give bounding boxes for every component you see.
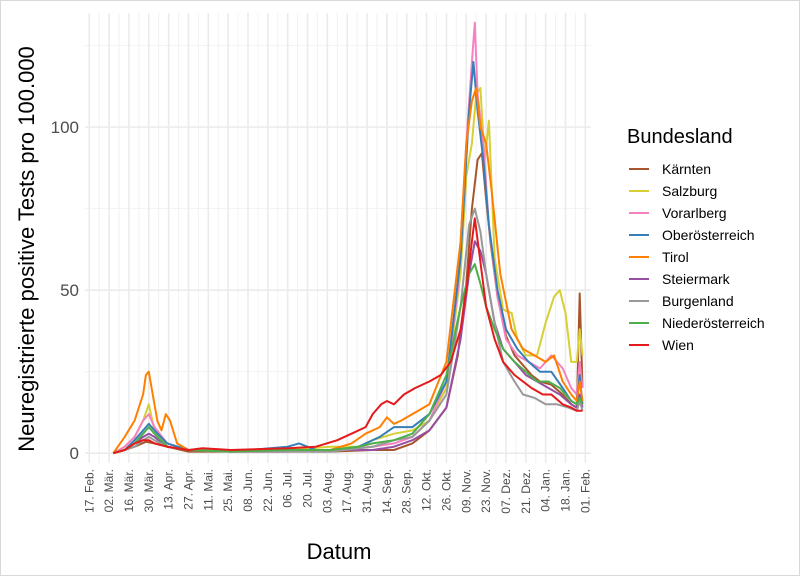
grid-minor	[85, 13, 591, 463]
series-lines	[112, 21, 584, 455]
x-tick-label: 08. Jun.	[241, 469, 255, 512]
x-tick-label: 22. Jun.	[261, 469, 275, 512]
x-tick-label: 09. Nov.	[459, 469, 473, 513]
y-tick-label: 0	[70, 444, 79, 463]
legend-label: Oberösterreich	[662, 227, 755, 243]
legend-label: Salzburg	[662, 183, 717, 199]
legend-label: Steiermark	[662, 271, 731, 287]
x-tick-label: 01. Feb.	[578, 469, 592, 513]
y-tick-labels: 0 50 100	[51, 118, 79, 463]
series-line	[113, 263, 584, 455]
x-tick-label: 04. Jan.	[539, 469, 553, 512]
series-line	[113, 217, 583, 455]
x-tick-label: 27. Apr.	[181, 469, 195, 510]
x-tick-label: 16. Mär.	[122, 469, 136, 512]
x-tick-label: 21. Dez.	[519, 469, 533, 514]
x-tick-label: 12. Okt.	[420, 469, 434, 511]
series-line	[112, 87, 584, 454]
y-tick-label: 100	[51, 118, 79, 137]
x-tick-label: 11. Mai.	[201, 469, 215, 511]
legend-label: Niederösterreich	[662, 315, 765, 331]
x-tick-label: 17. Feb.	[82, 469, 96, 513]
x-tick-label: 23. Nov.	[479, 469, 493, 513]
legend-label: Kärnten	[662, 161, 711, 177]
series-line	[113, 240, 584, 455]
x-tick-label: 18. Jan.	[558, 469, 572, 512]
grid-major	[85, 13, 591, 463]
x-tick-label: 02. Mär.	[102, 469, 116, 512]
x-tick-label: 13. Apr.	[162, 469, 176, 510]
x-tick-label: 07. Dez.	[499, 469, 513, 514]
x-tick-label: 31. Aug.	[360, 469, 374, 513]
legend: Kärnten Salzburg Vorarlberg Oberösterreich T…	[629, 161, 765, 353]
x-tick-label: 26. Okt.	[439, 469, 453, 511]
series-line	[113, 60, 584, 455]
legend-label: Wien	[662, 337, 694, 353]
y-axis-title: Neuregistrierte positive Tests pro 100.0…	[14, 46, 39, 452]
x-axis-title: Datum	[307, 539, 372, 564]
x-tick-label: 30. Mär.	[142, 469, 156, 512]
x-tick-label: 17. Aug.	[340, 469, 354, 513]
x-tick-label: 20. Jul.	[301, 469, 315, 508]
legend-label: Vorarlberg	[662, 205, 727, 221]
y-tick-label: 50	[60, 281, 79, 300]
legend-title: Bundesland	[627, 126, 733, 148]
x-tick-label: 06. Jul.	[281, 469, 295, 508]
x-tick-label: 03. Aug.	[320, 469, 334, 513]
legend-label: Tirol	[662, 249, 689, 265]
x-tick-label: 28. Sep.	[400, 469, 414, 514]
x-tick-label: 25. Mai.	[221, 469, 235, 512]
x-tick-label: 14. Sep.	[380, 469, 394, 514]
legend-label: Burgenland	[662, 293, 734, 309]
x-tick-labels: 17. Feb. 02. Mär. 16. Mär. 30. Mär. 13. Apr.…	[82, 469, 592, 514]
